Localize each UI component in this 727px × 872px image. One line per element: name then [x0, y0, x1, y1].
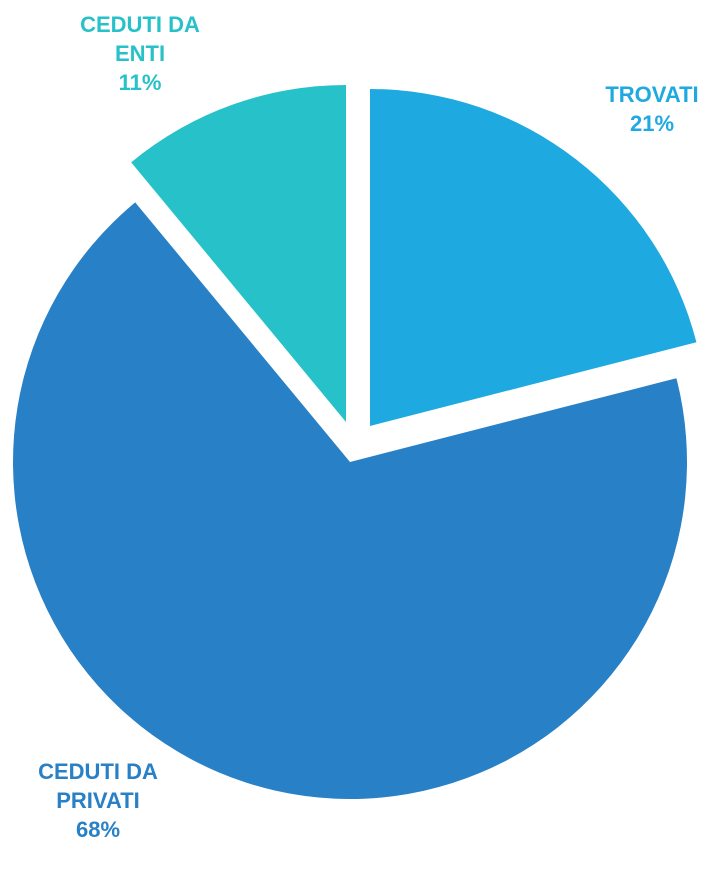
value-label: 68%: [75, 817, 121, 842]
pie-slice: [370, 89, 697, 426]
slice-label: CEDUTI DA ENTI 11%: [65, 10, 215, 97]
category-label: CEDUTI DA ENTI: [80, 12, 200, 66]
slice-label: TROVATI 21%: [577, 80, 727, 138]
category-label: TROVATI: [605, 82, 699, 107]
category-label: CEDUTI DA PRIVATI: [38, 759, 158, 813]
value-label: 21%: [629, 111, 675, 136]
pie-slice: [131, 85, 346, 422]
pie-slice: [12, 202, 687, 799]
slice-label: CEDUTI DA PRIVATI 68%: [23, 757, 173, 844]
value-label: 11%: [118, 70, 162, 95]
